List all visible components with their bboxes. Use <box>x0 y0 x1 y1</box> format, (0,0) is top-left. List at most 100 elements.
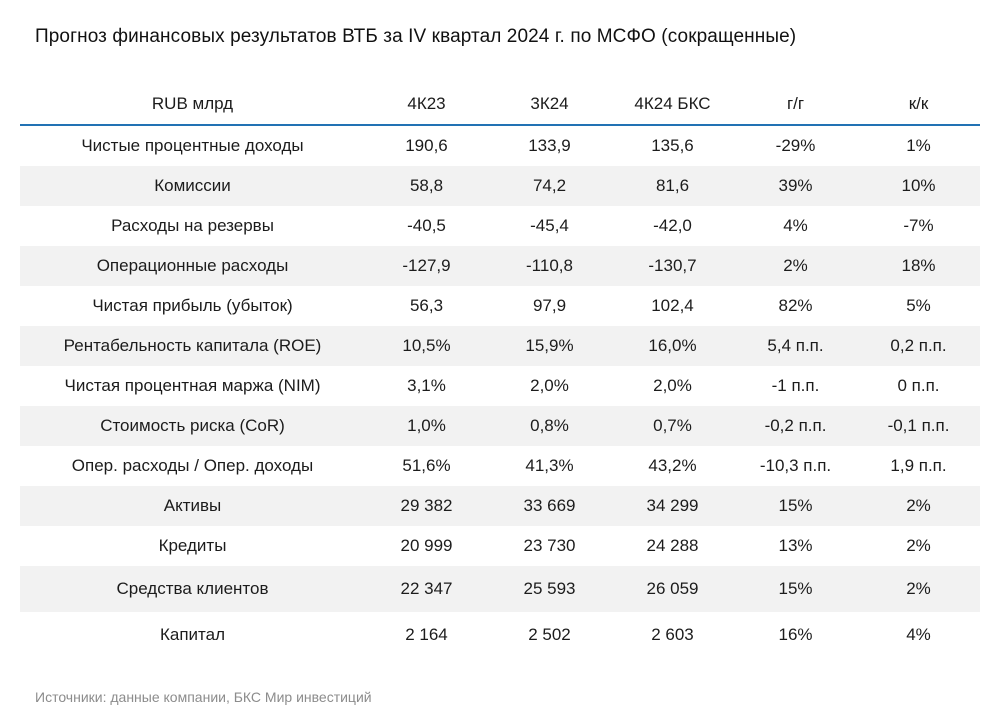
cell-4k24-bks: 2,0% <box>653 376 692 395</box>
table-row: Кредиты 20 999 23 730 24 288 13% 2% <box>20 526 980 566</box>
cell-4k24-bks: -42,0 <box>653 216 692 235</box>
cell-4k24-bks: 34 299 <box>646 496 699 515</box>
table-row: Опер. расходы / Опер. доходы 51,6% 41,3%… <box>20 446 980 486</box>
cell-yoy: -29% <box>775 136 816 155</box>
table-row: Активы 29 382 33 669 34 299 15% 2% <box>20 486 980 526</box>
cell-qoq: 10% <box>901 176 936 195</box>
col-header-4k23: 4К23 <box>407 94 446 113</box>
cell-4k23: 51,6% <box>402 456 451 475</box>
cell-yoy: -10,3 п.п. <box>759 456 832 475</box>
cell-3k24: -45,4 <box>530 216 569 235</box>
cell-qoq: 2% <box>906 579 931 598</box>
table-row: Средства клиентов 22 347 25 593 26 059 1… <box>20 566 980 612</box>
cell-4k24-bks: 135,6 <box>651 136 694 155</box>
cell-4k23: 190,6 <box>405 136 448 155</box>
table-row: Рентабельность капитала (ROE) 10,5% 15,9… <box>20 326 980 366</box>
row-label: Рентабельность капитала (ROE) <box>63 336 322 355</box>
table-row: Стоимость риска (CoR) 1,0% 0,8% 0,7% -0,… <box>20 406 980 446</box>
table-body: Чистые процентные доходы 190,6 133,9 135… <box>20 125 980 658</box>
cell-4k24-bks: 43,2% <box>648 456 697 475</box>
cell-yoy: 82% <box>778 296 813 315</box>
row-label: Капитал <box>159 625 226 644</box>
cell-4k23: -40,5 <box>407 216 446 235</box>
col-header-yoy: г/г <box>786 94 805 113</box>
cell-qoq: 2% <box>906 496 931 515</box>
row-label: Расходы на резервы <box>111 216 274 235</box>
cell-qoq: 1% <box>906 136 931 155</box>
cell-3k24: 97,9 <box>532 296 567 315</box>
cell-yoy: -0,2 п.п. <box>764 416 827 435</box>
col-header-metric: RUB млрд <box>151 94 234 113</box>
table-header-row: RUB млрд 4К23 3К24 4К24 БКС г/г к/к <box>20 84 980 125</box>
cell-3k24: 0,8% <box>530 416 569 435</box>
table-row: Операционные расходы -127,9 -110,8 -130,… <box>20 246 980 286</box>
row-label: Чистые процентные доходы <box>81 136 304 155</box>
cell-3k24: 133,9 <box>528 136 571 155</box>
cell-4k24-bks: -130,7 <box>648 256 697 275</box>
table-row: Чистая процентная маржа (NIM) 3,1% 2,0% … <box>20 366 980 406</box>
cell-3k24: 33 669 <box>523 496 576 515</box>
cell-4k24-bks: 16,0% <box>648 336 697 355</box>
table-row: Чистые процентные доходы 190,6 133,9 135… <box>20 125 980 166</box>
row-label: Активы <box>163 496 222 515</box>
cell-qoq: -7% <box>903 216 934 235</box>
cell-3k24: 23 730 <box>523 536 576 555</box>
cell-4k24-bks: 102,4 <box>651 296 694 315</box>
source-note: Источники: данные компании, БКС Мир инве… <box>35 689 372 705</box>
cell-4k24-bks: 0,7% <box>653 416 692 435</box>
cell-3k24: -110,8 <box>526 256 573 275</box>
cell-4k24-bks: 2 603 <box>651 625 694 644</box>
col-header-4k24-bks: 4К24 БКС <box>634 94 711 113</box>
col-header-3k24: 3К24 <box>530 94 569 113</box>
cell-3k24: 41,3% <box>525 456 574 475</box>
cell-4k24-bks: 26 059 <box>646 579 699 598</box>
cell-yoy: 16% <box>778 625 813 644</box>
cell-4k23: 29 382 <box>400 496 453 515</box>
table-row: Комиссии 58,8 74,2 81,6 39% 10% <box>20 166 980 206</box>
cell-4k23: 56,3 <box>409 296 444 315</box>
cell-4k23: 3,1% <box>407 376 446 395</box>
row-label: Чистая процентная маржа (NIM) <box>64 376 321 395</box>
cell-qoq: 5% <box>906 296 931 315</box>
row-label: Операционные расходы <box>96 256 289 275</box>
row-label: Средства клиентов <box>116 579 269 598</box>
cell-qoq: 2% <box>906 536 931 555</box>
table-row: Чистая прибыль (убыток) 56,3 97,9 102,4 … <box>20 286 980 326</box>
table-row: Расходы на резервы -40,5 -45,4 -42,0 4% … <box>20 206 980 246</box>
cell-qoq: 1,9 п.п. <box>890 456 947 475</box>
cell-qoq: 0,2 п.п. <box>890 336 947 355</box>
cell-yoy: 2% <box>783 256 808 275</box>
cell-qoq: 4% <box>906 625 931 644</box>
cell-3k24: 2 502 <box>528 625 571 644</box>
cell-3k24: 74,2 <box>532 176 567 195</box>
cell-yoy: 4% <box>783 216 808 235</box>
cell-qoq: -0,1 п.п. <box>887 416 950 435</box>
cell-4k23: -127,9 <box>402 256 451 275</box>
page-title: Прогноз финансовых результатов ВТБ за IV… <box>35 26 797 47</box>
row-label: Опер. расходы / Опер. доходы <box>71 456 314 475</box>
cell-yoy: 15% <box>778 579 813 598</box>
cell-4k23: 20 999 <box>400 536 453 555</box>
row-label: Комиссии <box>154 176 231 195</box>
cell-yoy: 13% <box>778 536 813 555</box>
financials-table: RUB млрд 4К23 3К24 4К24 БКС г/г к/к Чист… <box>20 84 980 658</box>
cell-4k23: 1,0% <box>407 416 446 435</box>
cell-3k24: 2,0% <box>530 376 569 395</box>
cell-4k23: 58,8 <box>409 176 444 195</box>
cell-4k24-bks: 24 288 <box>646 536 699 555</box>
cell-yoy: 15% <box>778 496 813 515</box>
cell-3k24: 25 593 <box>523 579 576 598</box>
col-header-qoq: к/к <box>908 94 929 113</box>
cell-4k23: 2 164 <box>405 625 448 644</box>
cell-4k23: 10,5% <box>402 336 451 355</box>
cell-qoq: 18% <box>901 256 936 275</box>
row-label: Стоимость риска (CoR) <box>100 416 285 435</box>
cell-yoy: 5,4 п.п. <box>767 336 824 355</box>
cell-yoy: 39% <box>778 176 813 195</box>
cell-4k23: 22 347 <box>400 579 453 598</box>
cell-yoy: -1 п.п. <box>771 376 820 395</box>
table-row: Капитал 2 164 2 502 2 603 16% 4% <box>20 612 980 658</box>
cell-4k24-bks: 81,6 <box>655 176 690 195</box>
cell-qoq: 0 п.п. <box>897 376 940 395</box>
